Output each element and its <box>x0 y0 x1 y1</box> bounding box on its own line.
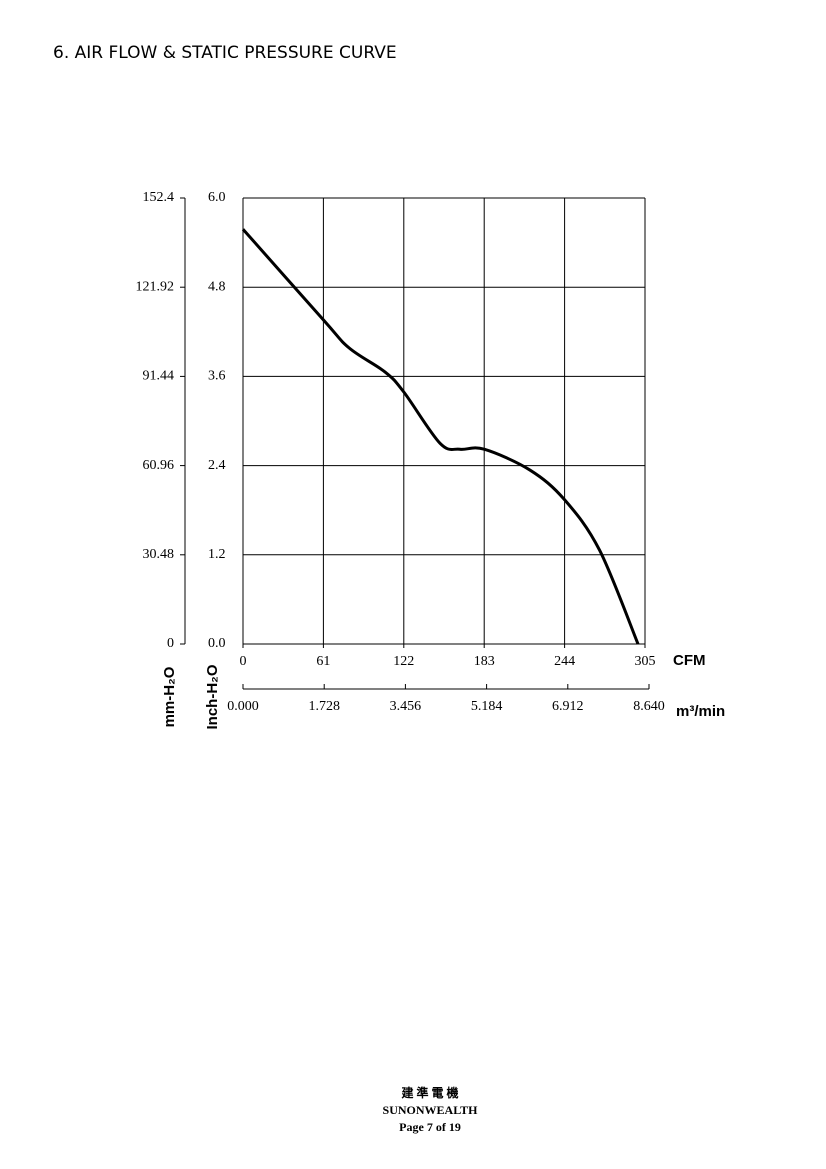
x-tick-label: 244 <box>554 654 575 669</box>
y2-axis-label: mm-H₂O <box>161 666 178 727</box>
footer-company: SUNONWEALTH <box>383 1103 479 1117</box>
x-tick-label: 0 <box>240 654 247 669</box>
y-tick-label: 2.4 <box>208 458 226 473</box>
y-tick-label: 4.8 <box>208 279 226 294</box>
x-tick-label: 61 <box>316 654 330 669</box>
section-title: 6. AIR FLOW & STATIC PRESSURE CURVE <box>53 43 397 63</box>
y2-tick-label: 30.48 <box>143 547 175 562</box>
x2-tick-label: 6.912 <box>552 699 584 714</box>
x2-tick-label: 3.456 <box>390 699 422 714</box>
x2-tick-label: 8.640 <box>633 699 665 714</box>
x-tick-label: 183 <box>474 654 495 669</box>
y2-tick-label: 91.44 <box>143 369 175 384</box>
y2-tick-label: 0 <box>167 636 174 651</box>
y-tick-label: 0.0 <box>208 636 226 651</box>
y-tick-label: 1.2 <box>208 547 226 562</box>
footer-company-cn: 建 準 電 機 <box>400 1085 458 1100</box>
y-tick-label: 3.6 <box>208 369 226 384</box>
x2-tick-label: 5.184 <box>471 699 503 714</box>
y2-tick-label: 152.4 <box>143 190 175 205</box>
curve <box>241 228 640 645</box>
y-axis-label: Inch-H₂O <box>204 664 221 729</box>
x-tick-label: 122 <box>393 654 414 669</box>
y2-tick-label: 60.96 <box>143 458 175 473</box>
y2-tick-label: 121.92 <box>136 279 175 294</box>
x2-tick-label: 0.000 <box>227 699 259 714</box>
x-tick-label: 305 <box>635 654 656 669</box>
x-axis-label: CFM <box>673 652 706 669</box>
y-tick-label: 6.0 <box>208 190 226 205</box>
x2-tick-label: 1.728 <box>308 699 340 714</box>
x2-axis-label: m³/min <box>676 703 725 720</box>
footer-page: Page 7 of 19 <box>399 1120 461 1134</box>
